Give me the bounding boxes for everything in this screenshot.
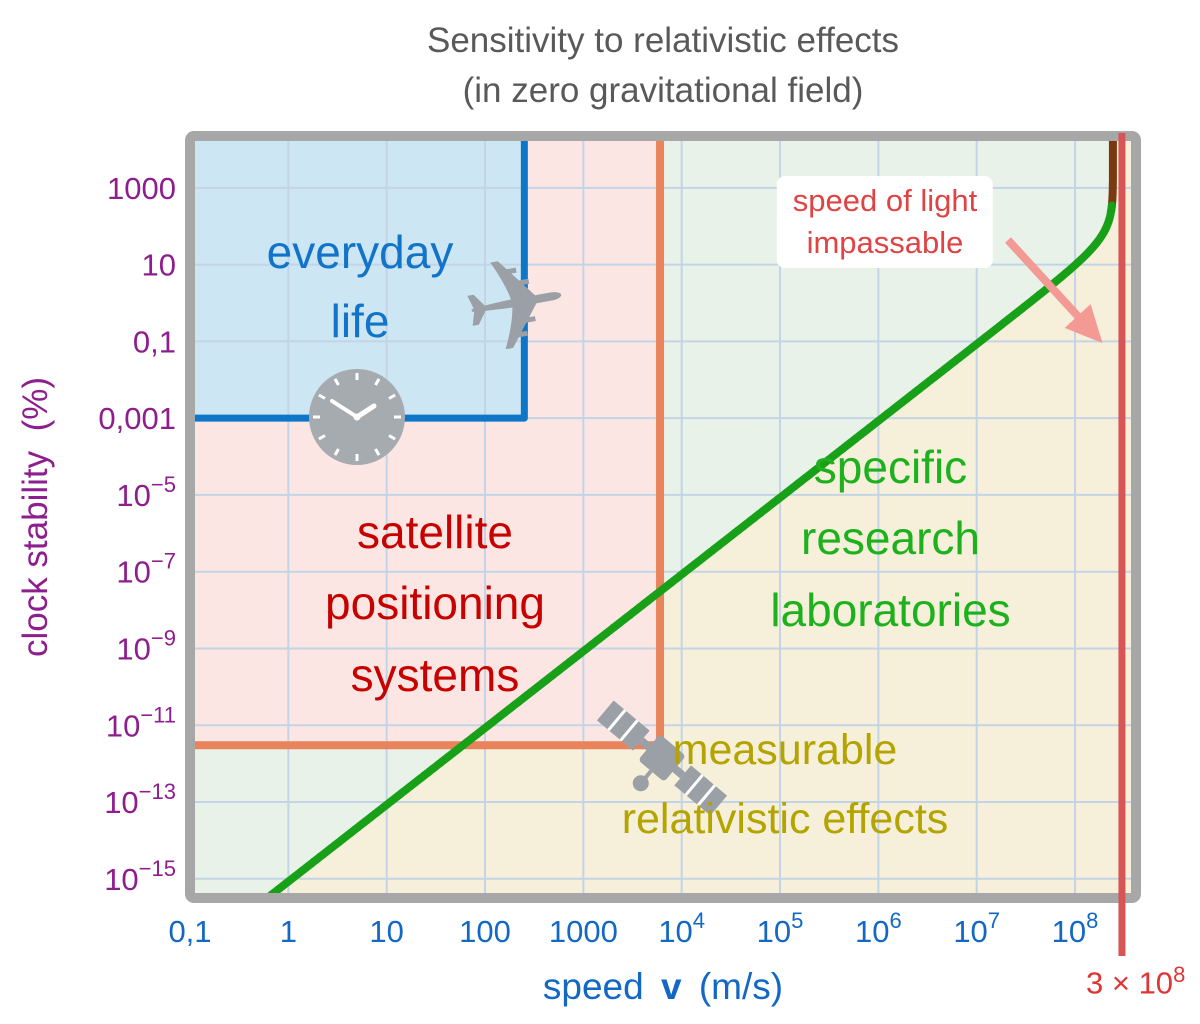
satellite-panel-divider xyxy=(684,774,704,796)
speed-of-light-value: 3 × 108 xyxy=(1086,962,1185,1001)
speed-of-light-note: speed of light impassable xyxy=(776,176,994,268)
label-measurable-line2: relativistic effects xyxy=(621,794,949,843)
label-research-laboratories: specific research laboratories xyxy=(688,432,1093,646)
clock-center-dot xyxy=(353,413,361,421)
x-axis-title: speed v (m/s) xyxy=(543,966,783,1008)
satellite-dish xyxy=(632,775,649,792)
x-tick-label: 10 xyxy=(369,914,403,949)
satellite-panel-divider xyxy=(619,719,639,742)
everyday-life-boundary xyxy=(190,136,528,422)
speed-of-light-note-line2: impassable xyxy=(806,224,964,260)
label-measurable-effects: measurable relativistic effects xyxy=(560,716,1010,854)
plot-frame xyxy=(185,131,1141,903)
chart-title: Sensitivity to relativistic effects (in … xyxy=(427,16,899,115)
chart-title-line1: Sensitivity to relativistic effects xyxy=(426,21,900,60)
clock-tick-mark xyxy=(374,378,381,386)
label-measurable-line1: measurable xyxy=(672,726,898,774)
x-tick-label: 1 xyxy=(280,914,297,949)
label-everyday-life: everyday life xyxy=(205,218,515,356)
clock-tick-mark xyxy=(318,434,326,441)
clock-tick-mark xyxy=(333,448,340,456)
label-everyday-life-line2: life xyxy=(330,295,390,347)
y-tick-label: 10−5 xyxy=(116,472,176,513)
x-axis-title-suffix: (m/s) xyxy=(698,966,784,1007)
speed-of-light-exponent: 8 xyxy=(1173,962,1186,987)
clock-tick-mark xyxy=(318,393,326,400)
y-tick-label: 10−9 xyxy=(116,625,176,666)
label-satellite-positioning: satellite positioning systems xyxy=(215,497,655,711)
relativistic-curve-asymptote xyxy=(1106,136,1117,213)
airplane-icon: ✈ xyxy=(450,223,581,388)
clock-tick-mark xyxy=(388,393,396,400)
clock-tick-mark xyxy=(374,448,381,456)
label-everyday-life-line1: everyday xyxy=(266,226,454,278)
y-axis-title: clock stability (%) xyxy=(16,376,55,658)
region-measurable-fill xyxy=(267,136,1136,898)
x-tick-label: 107 xyxy=(953,908,1000,949)
y-tick-label: 10−15 xyxy=(104,856,176,897)
y-tick-label: 10−13 xyxy=(104,779,176,820)
satellite-panel-divider xyxy=(696,784,716,807)
satellite-panel-divider xyxy=(607,709,627,731)
label-research-line2: research xyxy=(801,512,980,565)
x-tick-label: 106 xyxy=(855,908,902,949)
y-tick-label: 10−7 xyxy=(116,549,176,590)
x-tick-label: 108 xyxy=(1052,908,1099,949)
x-tick-label: 100 xyxy=(459,914,511,949)
x-axis-title-variable: v xyxy=(660,966,682,1007)
satellite-body xyxy=(639,735,685,781)
y-tick-label: 0,1 xyxy=(133,324,176,359)
satellite-icon xyxy=(596,700,728,816)
clock-icon xyxy=(309,369,405,465)
clock-tick-mark xyxy=(388,434,396,441)
y-tick-label: 1000 xyxy=(107,171,176,206)
label-satellite-line3: systems xyxy=(350,648,520,701)
satellite-panel-right xyxy=(674,765,728,816)
speed-of-light-mantissa: 3 × 10 xyxy=(1086,965,1174,1001)
speed-of-light-arrow xyxy=(1005,237,1103,344)
chart-title-line2: (in zero gravitational field) xyxy=(462,70,864,110)
y-tick-label: 10−11 xyxy=(106,702,176,743)
y-tick-label: 0,001 xyxy=(98,401,176,436)
label-research-line3: laboratories xyxy=(770,583,1011,636)
speed-of-light-note-line1: speed of light xyxy=(792,183,978,218)
clock-tick-mark xyxy=(333,378,340,386)
x-tick-label: 1000 xyxy=(549,914,618,949)
x-axis-title-prefix: speed xyxy=(542,966,644,1007)
y-tick-label: 10 xyxy=(142,248,176,283)
x-tick-label: 105 xyxy=(757,908,804,949)
satellite-panel-left xyxy=(596,700,650,751)
clock-minute-hand xyxy=(330,399,359,419)
relativistic-curve xyxy=(263,201,1116,902)
x-tick-label: 104 xyxy=(658,908,705,949)
label-satellite-line1: satellite xyxy=(357,506,513,558)
x-tick-label: 0,1 xyxy=(168,914,211,949)
label-research-line1: specific xyxy=(813,441,968,493)
label-satellite-line2: positioning xyxy=(325,577,545,630)
